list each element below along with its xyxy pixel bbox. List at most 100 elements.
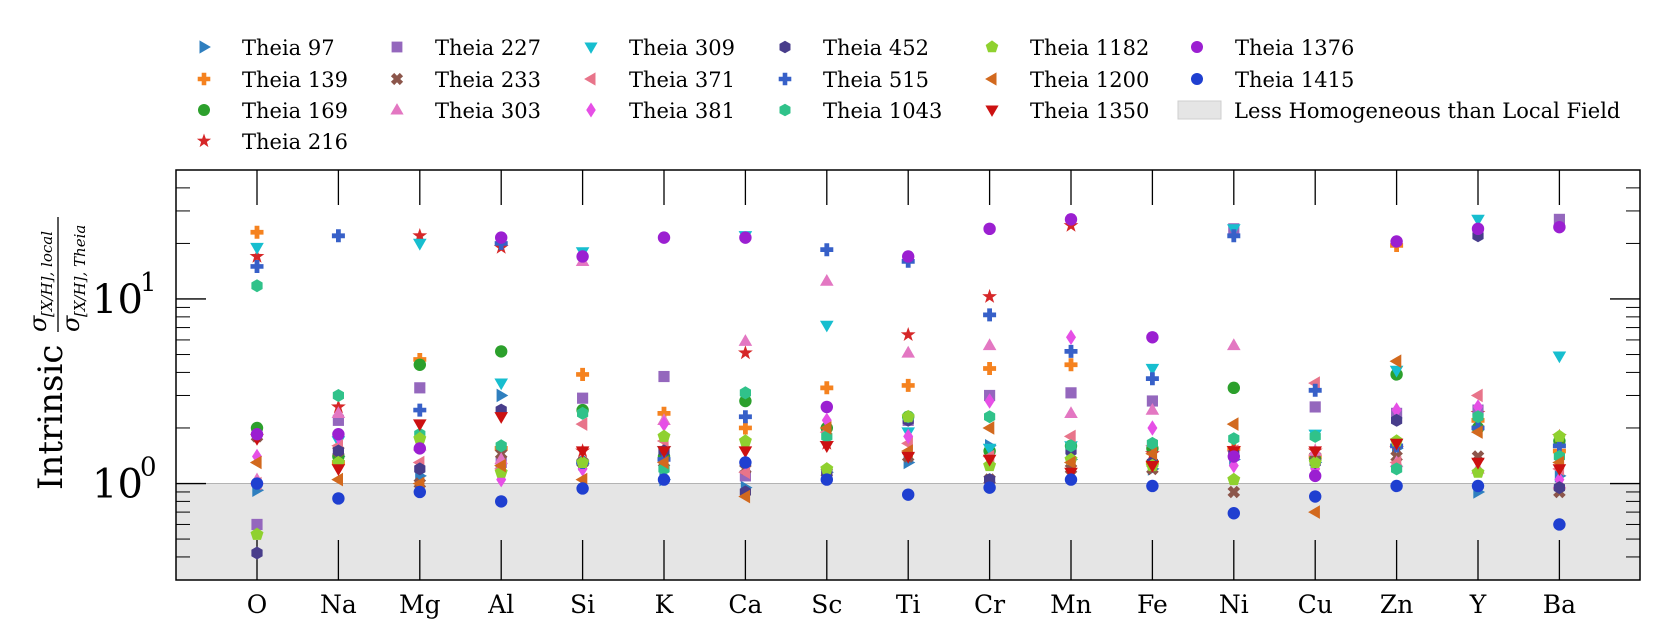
legend-label: Theia 1182 <box>1030 36 1149 60</box>
data-point-theia-452-mg <box>414 462 426 476</box>
data-point-theia-1350-al <box>494 412 508 424</box>
y-axis-label-numerator-sub: [X/H], local <box>38 231 56 317</box>
y-tick-exponent-10: 1 <box>140 268 157 298</box>
data-point-theia-227-si <box>577 392 589 404</box>
data-point-theia-1043-zn <box>1391 462 1403 476</box>
data-point-theia-1200-y <box>1470 425 1483 439</box>
data-point-theia-216-cr <box>982 288 997 303</box>
data-point-theia-515-o <box>250 260 264 273</box>
data-point-theia-1182-o <box>250 527 264 540</box>
data-point-theia-381-ti <box>903 428 914 445</box>
data-point-theia-452-zn <box>1391 413 1403 427</box>
data-point-theia-515-fe <box>1145 372 1159 386</box>
legend-label: Theia 1350 <box>1030 99 1149 123</box>
data-point-theia-381-fe <box>1147 420 1158 436</box>
y-axis-label-prefix: Intrinsic <box>31 345 71 490</box>
data-point-theia-1376-mg <box>413 442 426 455</box>
legend-entry-theia-169: Theia 169 <box>198 99 348 123</box>
data-point-theia-309-al <box>494 378 508 391</box>
data-point-theia-1043-na <box>332 389 344 402</box>
data-point-theia-1200-sc <box>819 421 832 435</box>
legend-label: Theia 169 <box>242 99 348 123</box>
data-point-theia-1200-cr <box>982 421 995 435</box>
x-tick-label-y: Y <box>1469 590 1487 619</box>
data-point-theia-381-ba <box>1554 471 1565 488</box>
data-point-theia-381-cr <box>984 393 995 409</box>
data-point-theia-169-ni <box>1227 381 1241 395</box>
data-point-theia-381-mn <box>1066 329 1076 345</box>
legend-entry-theia-1415: Theia 1415 <box>1191 68 1354 92</box>
y-axis-label-denominator-sigma: σ <box>57 315 85 332</box>
data-point-theia-1376-si <box>576 250 589 263</box>
legend-entry-theia-1376: Theia 1376 <box>1191 36 1354 60</box>
data-point-theia-1043-cr <box>984 410 996 424</box>
data-point-theia-1350-ca <box>738 446 753 459</box>
data-point-theia-1182-ba <box>1552 429 1566 442</box>
legend-label-shaded-region: Less Homogeneous than Local Field <box>1234 99 1620 123</box>
data-point-theia-1182-ti <box>901 409 915 423</box>
data-point-theia-381-y <box>1473 399 1483 415</box>
legend-entry-theia-97: Theia 97 <box>199 36 335 60</box>
data-point-theia-452-na <box>332 444 344 458</box>
legend-marker-theia-309 <box>584 42 598 54</box>
data-point-theia-139-mn <box>1064 358 1078 372</box>
legend-marker-theia-1043 <box>779 103 791 117</box>
data-point-theia-139-si <box>576 367 590 381</box>
x-tick-label-na: Na <box>320 590 357 619</box>
legend-label: Theia 97 <box>242 36 335 60</box>
data-point-theia-1350-ba <box>1552 464 1567 476</box>
data-point-theia-1350-na <box>331 464 346 476</box>
data-point-theia-1200-fe <box>1145 446 1158 461</box>
data-point-theia-1200-al <box>494 458 506 473</box>
legend-label: Theia 303 <box>435 99 541 123</box>
data-point-theia-309-o <box>250 242 264 255</box>
data-point-theia-216-mg <box>412 228 428 243</box>
x-tick-label-mg: Mg <box>399 590 441 619</box>
y-tick-exponent-1: 0 <box>140 453 157 483</box>
legend-label: Theia 1200 <box>1030 68 1149 92</box>
data-point-theia-1182-ca <box>738 434 752 447</box>
y-axis-label-numerator-sigma: σ <box>24 315 52 332</box>
data-point-theia-1415-cu <box>1309 490 1322 503</box>
data-point-theia-97-al <box>496 388 509 403</box>
data-point-theia-1415-cr <box>983 481 996 494</box>
legend-entry-theia-1043: Theia 1043 <box>779 99 942 123</box>
data-point-theia-1182-sc <box>820 462 834 475</box>
data-point-theia-1415-sc <box>820 473 833 486</box>
legend-entry-theia-303: Theia 303 <box>390 99 541 123</box>
data-point-theia-303-fe <box>1145 403 1160 415</box>
data-point-theia-1376-zn <box>1390 235 1403 248</box>
data-point-theia-309-sc <box>820 320 834 333</box>
data-point-theia-309-ba <box>1552 351 1567 364</box>
x-tick-label-cr: Cr <box>974 590 1005 619</box>
data-point-theia-169-mg <box>413 358 426 371</box>
data-point-theia-1376-na <box>332 428 345 441</box>
legend-entry-theia-233: Theia 233 <box>390 68 541 92</box>
data-point-theia-1415-mg <box>413 485 426 499</box>
legend-label: Theia 233 <box>435 68 541 92</box>
data-point-theia-1376-ba <box>1553 220 1566 234</box>
legend-label: Theia 381 <box>629 99 735 123</box>
data-point-theia-1350-zn <box>1389 438 1404 451</box>
data-point-theia-227-mg <box>414 382 426 394</box>
legend-marker-theia-371 <box>584 72 596 86</box>
data-point-theia-227-na <box>332 414 344 426</box>
data-point-theia-371-y <box>1470 388 1483 403</box>
data-point-theia-1415-ni <box>1227 507 1241 520</box>
data-point-theia-515-na <box>331 229 345 243</box>
legend-entry-theia-1182: Theia 1182 <box>985 36 1149 60</box>
legend-marker-theia-139 <box>197 72 211 86</box>
data-point-theia-381-o <box>252 448 262 465</box>
data-point-theia-515-mg <box>413 403 427 417</box>
data-point-theia-303-sc <box>820 274 834 286</box>
data-point-theia-515-ca <box>738 410 752 424</box>
legend-label: Theia 1043 <box>823 99 942 123</box>
legend-entry-theia-227: Theia 227 <box>391 36 541 60</box>
data-point-theia-1182-y <box>1471 465 1485 478</box>
data-point-theia-216-ca <box>738 345 753 360</box>
y-tick-label-10: 10 <box>92 277 143 323</box>
data-point-theia-1200-zn <box>1389 354 1402 368</box>
data-point-theia-227-k <box>658 370 670 383</box>
data-point-theia-1376-mn <box>1064 213 1078 226</box>
